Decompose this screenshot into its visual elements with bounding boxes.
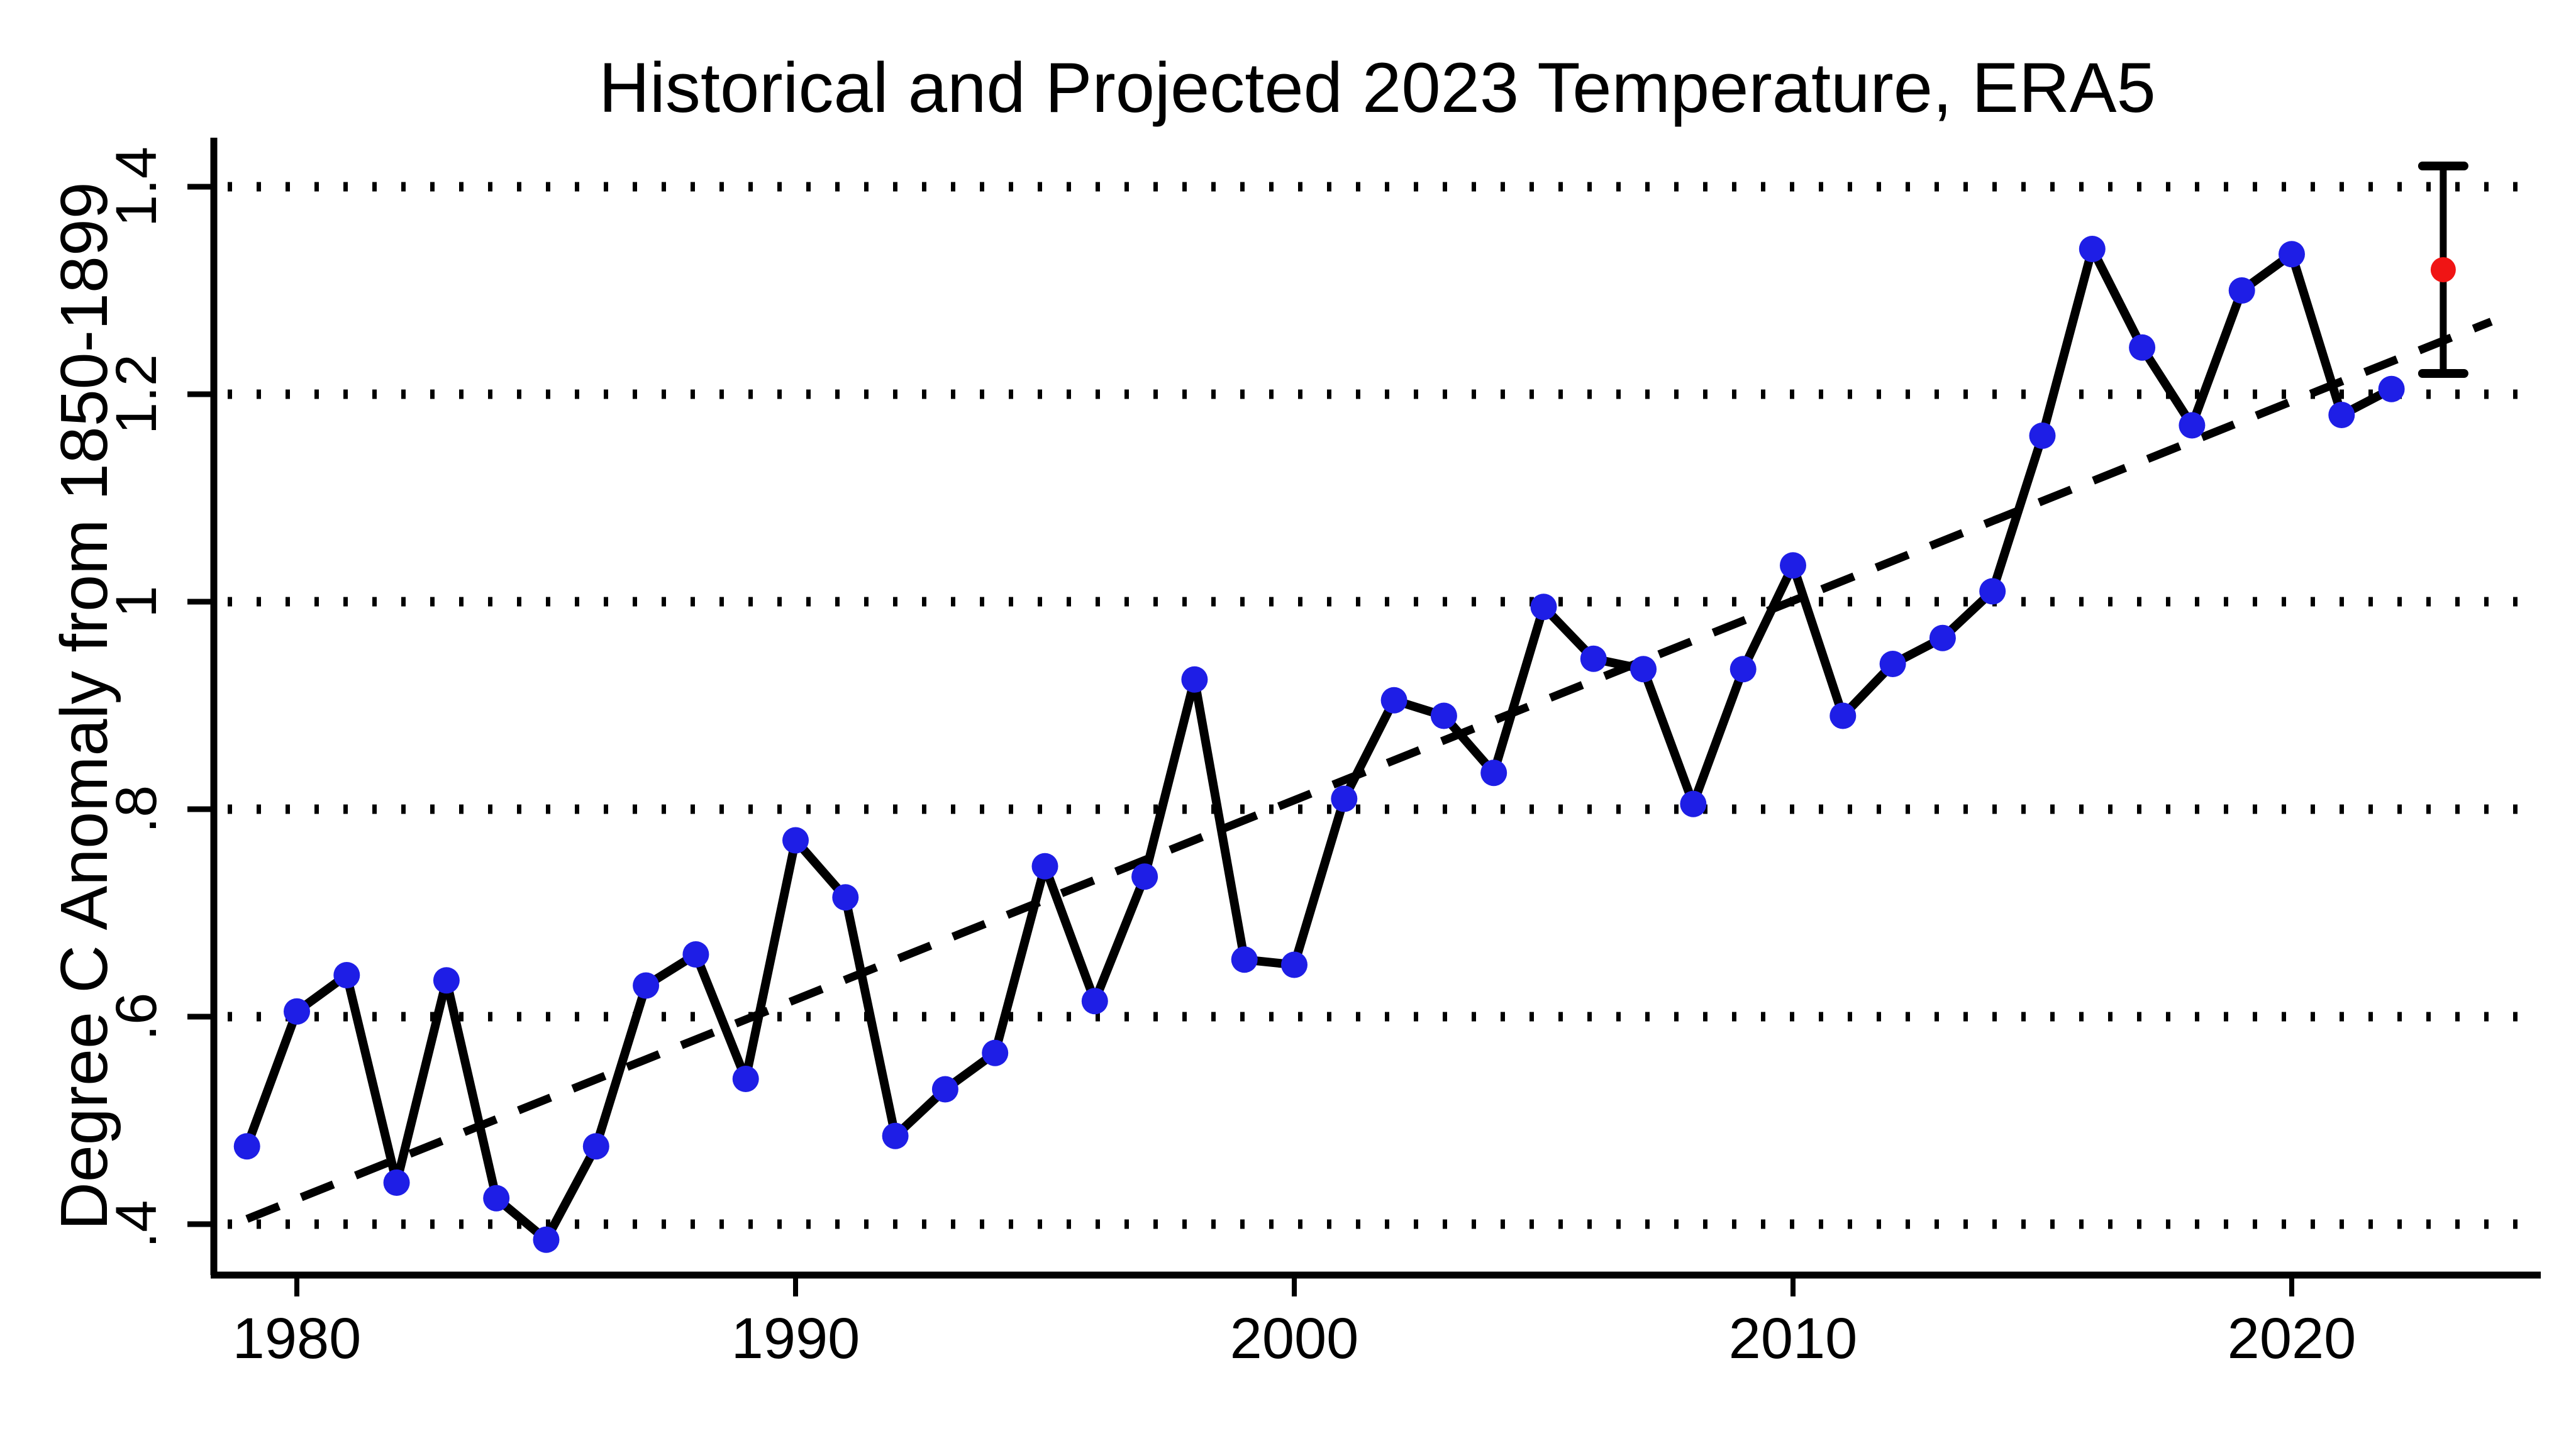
data-point <box>1430 702 1457 729</box>
data-point <box>2328 402 2355 428</box>
trend-line-layer <box>245 318 2493 1223</box>
data-point <box>1281 951 1307 978</box>
projected-data-point <box>2430 257 2456 282</box>
data-point <box>782 827 809 854</box>
y-tick-label: 1.4 <box>104 146 169 227</box>
data-point <box>383 1169 410 1196</box>
y-tick-label: .6 <box>104 993 169 1041</box>
y-tick-label: 1.2 <box>104 354 169 434</box>
data-point <box>1131 863 1158 890</box>
data-point <box>1031 853 1058 880</box>
data-point <box>1380 687 1407 714</box>
chart-title: Historical and Projected 2023 Temperatur… <box>599 48 2156 127</box>
data-point <box>2228 277 2255 304</box>
data-point <box>1879 651 1906 677</box>
data-point <box>1780 552 1806 579</box>
data-point <box>1181 666 1208 693</box>
y-tick-label: .4 <box>104 1200 169 1249</box>
data-point <box>233 1133 260 1160</box>
data-point <box>582 1133 609 1160</box>
data-point <box>1929 624 1956 651</box>
data-point <box>1081 988 1108 1015</box>
x-tick-label: 1980 <box>233 1307 362 1371</box>
projection-layer <box>2418 162 2468 378</box>
data-point <box>882 1122 909 1149</box>
data-point <box>1480 760 1507 787</box>
x-tick-label: 2020 <box>2228 1307 2357 1371</box>
axes: .4 .6 .8 1 1.2 1.4 1980 1990 2000 2010 2020 <box>104 138 2541 1371</box>
data-point <box>333 962 360 988</box>
data-point <box>982 1039 1009 1066</box>
data-point <box>1829 702 1857 729</box>
data-point <box>2179 412 2206 439</box>
data-point <box>2378 375 2405 402</box>
y-tick-label: .8 <box>104 785 169 834</box>
data-point <box>533 1226 560 1253</box>
data-point <box>433 967 460 994</box>
data-point <box>1530 594 1557 621</box>
series-line <box>242 245 2396 1244</box>
data-point <box>931 1076 958 1103</box>
data-point <box>1630 656 1657 683</box>
data-point <box>2029 423 2056 449</box>
data-point <box>2279 241 2305 268</box>
x-tick-label: 2010 <box>1729 1307 1858 1371</box>
data-point <box>2129 334 2156 361</box>
data-series-layer <box>233 236 2405 1253</box>
data-point <box>1231 946 1258 973</box>
data-point <box>284 998 310 1025</box>
x-tick-label: 2000 <box>1230 1307 1359 1371</box>
x-tick-label: 1990 <box>731 1307 860 1371</box>
data-point <box>633 972 660 999</box>
data-point <box>1680 790 1707 817</box>
data-point <box>732 1066 759 1092</box>
data-point <box>832 884 859 911</box>
y-axis-title: Degree C Anomaly from 1850-1899 <box>47 182 121 1230</box>
data-point <box>1331 785 1358 812</box>
trend-line <box>245 318 2493 1223</box>
y-tick-label: 1 <box>104 585 169 617</box>
data-point <box>1979 578 2006 605</box>
data-point <box>682 941 709 968</box>
data-point <box>1580 645 1607 672</box>
data-point <box>2079 236 2106 262</box>
data-point <box>1729 656 1757 683</box>
gridlines <box>228 182 2521 1229</box>
data-point <box>483 1185 510 1212</box>
